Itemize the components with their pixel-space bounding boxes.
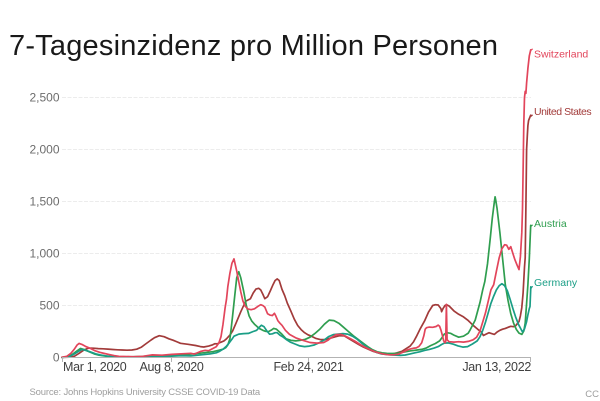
- svg-text:1,500: 1,500: [29, 195, 59, 209]
- svg-text:Jan 13, 2022: Jan 13, 2022: [462, 360, 531, 374]
- svg-text:Austria: Austria: [534, 218, 567, 230]
- svg-text:1,000: 1,000: [29, 247, 59, 261]
- svg-text:500: 500: [39, 299, 59, 313]
- svg-text:Mar 1, 2020: Mar 1, 2020: [63, 360, 127, 374]
- svg-text:Aug 8, 2020: Aug 8, 2020: [139, 360, 203, 374]
- svg-text:Germany: Germany: [534, 277, 578, 289]
- svg-text:Switzerland: Switzerland: [534, 49, 588, 61]
- svg-text:CC: CC: [585, 389, 599, 400]
- svg-text:7-Tagesinzidenz pro Million Pe: 7-Tagesinzidenz pro Million Personen: [9, 30, 498, 62]
- svg-text:0: 0: [53, 351, 60, 365]
- svg-text:United States: United States: [534, 106, 591, 118]
- svg-text:Feb 24, 2021: Feb 24, 2021: [273, 360, 343, 374]
- svg-text:Source: Johns Hopkins Universi: Source: Johns Hopkins University CSSE CO…: [30, 387, 261, 398]
- svg-text:2,000: 2,000: [29, 143, 59, 157]
- svg-text:2,500: 2,500: [29, 91, 59, 105]
